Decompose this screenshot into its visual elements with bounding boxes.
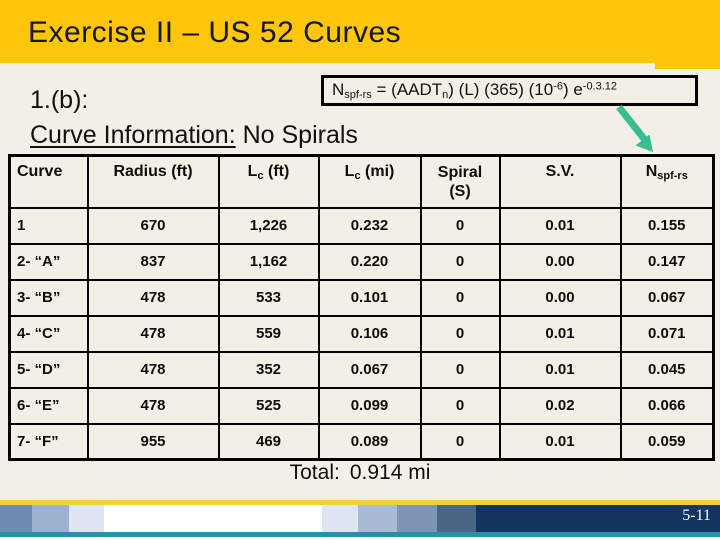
table-cell: 525 <box>217 386 320 425</box>
table-cell: 0.067 <box>619 278 715 317</box>
footer-segment <box>0 505 32 532</box>
table-cell: 0.01 <box>498 350 622 389</box>
table-cell: 955 <box>86 422 220 461</box>
footer-decoration <box>0 500 720 540</box>
column-header-nspfrs: Nspf-rs <box>619 154 715 209</box>
formula-text: Nspf-rs = (AADTn) (L) (365) (10-6) e-0.3… <box>332 80 618 101</box>
table-cell: 0.106 <box>317 314 422 353</box>
arrow-down-right-icon <box>616 104 653 152</box>
table-cell: 559 <box>217 314 320 353</box>
table-cell: 478 <box>86 278 220 317</box>
table-cell: 3- “B” <box>8 278 89 317</box>
table-cell: 0.232 <box>317 206 422 245</box>
footer-teal-rule <box>0 532 720 537</box>
table-cell: 0.089 <box>317 422 422 461</box>
table-cell: 0 <box>419 278 501 317</box>
table-cell: 0.071 <box>619 314 715 353</box>
table-cell: 0.059 <box>619 422 715 461</box>
table-cell: 0.155 <box>619 206 715 245</box>
footer-yellow-rule <box>0 500 720 505</box>
table-cell: 0 <box>419 350 501 389</box>
slide-title: Exercise II – US 52 Curves <box>28 16 402 49</box>
footer-segment <box>437 505 476 532</box>
table-cell: 0 <box>419 314 501 353</box>
table-cell: 4- “C” <box>8 314 89 353</box>
table-cell: 5- “D” <box>8 350 89 389</box>
table-cell: 837 <box>86 242 220 281</box>
page-number: 5-11 <box>682 507 711 524</box>
table-cell: 0 <box>419 386 501 425</box>
title-banner: Exercise II – US 52 Curves <box>0 0 720 63</box>
table-cell: 1 <box>8 206 89 245</box>
footer-squares-band <box>0 505 720 532</box>
curve-table: Curve Radius (ft) Lc (ft) Lc (mi) Spiral… <box>8 154 715 461</box>
banner-extension <box>655 63 720 69</box>
table-cell: 0 <box>419 206 501 245</box>
table-cell: 478 <box>86 314 220 353</box>
column-header-lc-ft: Lc (ft) <box>217 154 320 209</box>
footer-segment <box>104 505 322 532</box>
table-cell: 0.066 <box>619 386 715 425</box>
table-row: 3- “B” 478 533 0.101 0 0.00 0.067 <box>8 278 715 317</box>
table-cell: 478 <box>86 386 220 425</box>
table-cell: 1,162 <box>217 242 320 281</box>
table-cell-highlighted: 0.02 <box>498 386 622 425</box>
footer-segment <box>69 505 104 532</box>
table-cell: 0.147 <box>619 242 715 281</box>
section-heading-rest: No Spirals <box>235 121 358 149</box>
footer-segment <box>322 505 358 532</box>
table-cell: 0 <box>419 242 501 281</box>
table-cell: 7- “F” <box>8 422 89 461</box>
table-cell: 670 <box>86 206 220 245</box>
table-cell: 6- “E” <box>8 386 89 425</box>
table-row: 4- “C” 478 559 0.106 0 0.01 0.071 <box>8 314 715 353</box>
total-label: Total: <box>289 461 340 484</box>
formula-box: Nspf-rs = (AADTn) (L) (365) (10-6) e-0.3… <box>321 75 698 106</box>
table-cell: 0.00 <box>498 278 622 317</box>
table-row: 7- “F” 955 469 0.089 0 0.01 0.059 <box>8 422 715 461</box>
column-header-spiral: Spiral (S) <box>419 154 501 209</box>
table-cell: 0.01 <box>498 206 622 245</box>
column-header-radius: Radius (ft) <box>86 154 220 209</box>
table-cell: 0.045 <box>619 350 715 389</box>
table-cell: 478 <box>86 350 220 389</box>
table-cell: 0.01 <box>498 422 622 461</box>
subtitle: 1.(b): <box>30 86 89 114</box>
table-cell: 0.099 <box>317 386 422 425</box>
footer-bottom-gap <box>0 537 720 540</box>
footer-segment <box>397 505 437 532</box>
section-heading: Curve Information: No Spirals <box>30 121 358 150</box>
table-cell: 0.101 <box>317 278 422 317</box>
table-cell: 0.01 <box>498 314 622 353</box>
table-cell: 0 <box>419 422 501 461</box>
table-row: 1 670 1,226 0.232 0 0.01 0.155 <box>8 206 715 245</box>
table-row: 2- “A” 837 1,162 0.220 0 0.00 0.147 <box>8 242 715 281</box>
table-header-row: Curve Radius (ft) Lc (ft) Lc (mi) Spiral… <box>8 154 715 209</box>
table-cell: 352 <box>217 350 320 389</box>
table-cell: 469 <box>217 422 320 461</box>
section-heading-underlined: Curve Information: <box>30 121 236 149</box>
total-line: Total: 0.914 mi <box>0 461 720 485</box>
table-cell: 0.220 <box>317 242 422 281</box>
column-header-lc-mi: Lc (mi) <box>317 154 422 209</box>
column-header-curve: Curve <box>8 154 89 209</box>
table-row: 6- “E” 478 525 0.099 0 0.02 0.066 <box>8 386 715 425</box>
footer-segment <box>476 505 720 532</box>
table-cell: 533 <box>217 278 320 317</box>
column-header-sv: S.V. <box>498 154 622 209</box>
footer-segment <box>358 505 397 532</box>
footer-segment <box>32 505 69 532</box>
table-cell: 2- “A” <box>8 242 89 281</box>
table-row: 5- “D” 478 352 0.067 0 0.01 0.045 <box>8 350 715 389</box>
total-value: 0.914 mi <box>349 461 431 484</box>
table-cell: 0.00 <box>498 242 622 281</box>
table-cell: 1,226 <box>217 206 320 245</box>
table-cell: 0.067 <box>317 350 422 389</box>
